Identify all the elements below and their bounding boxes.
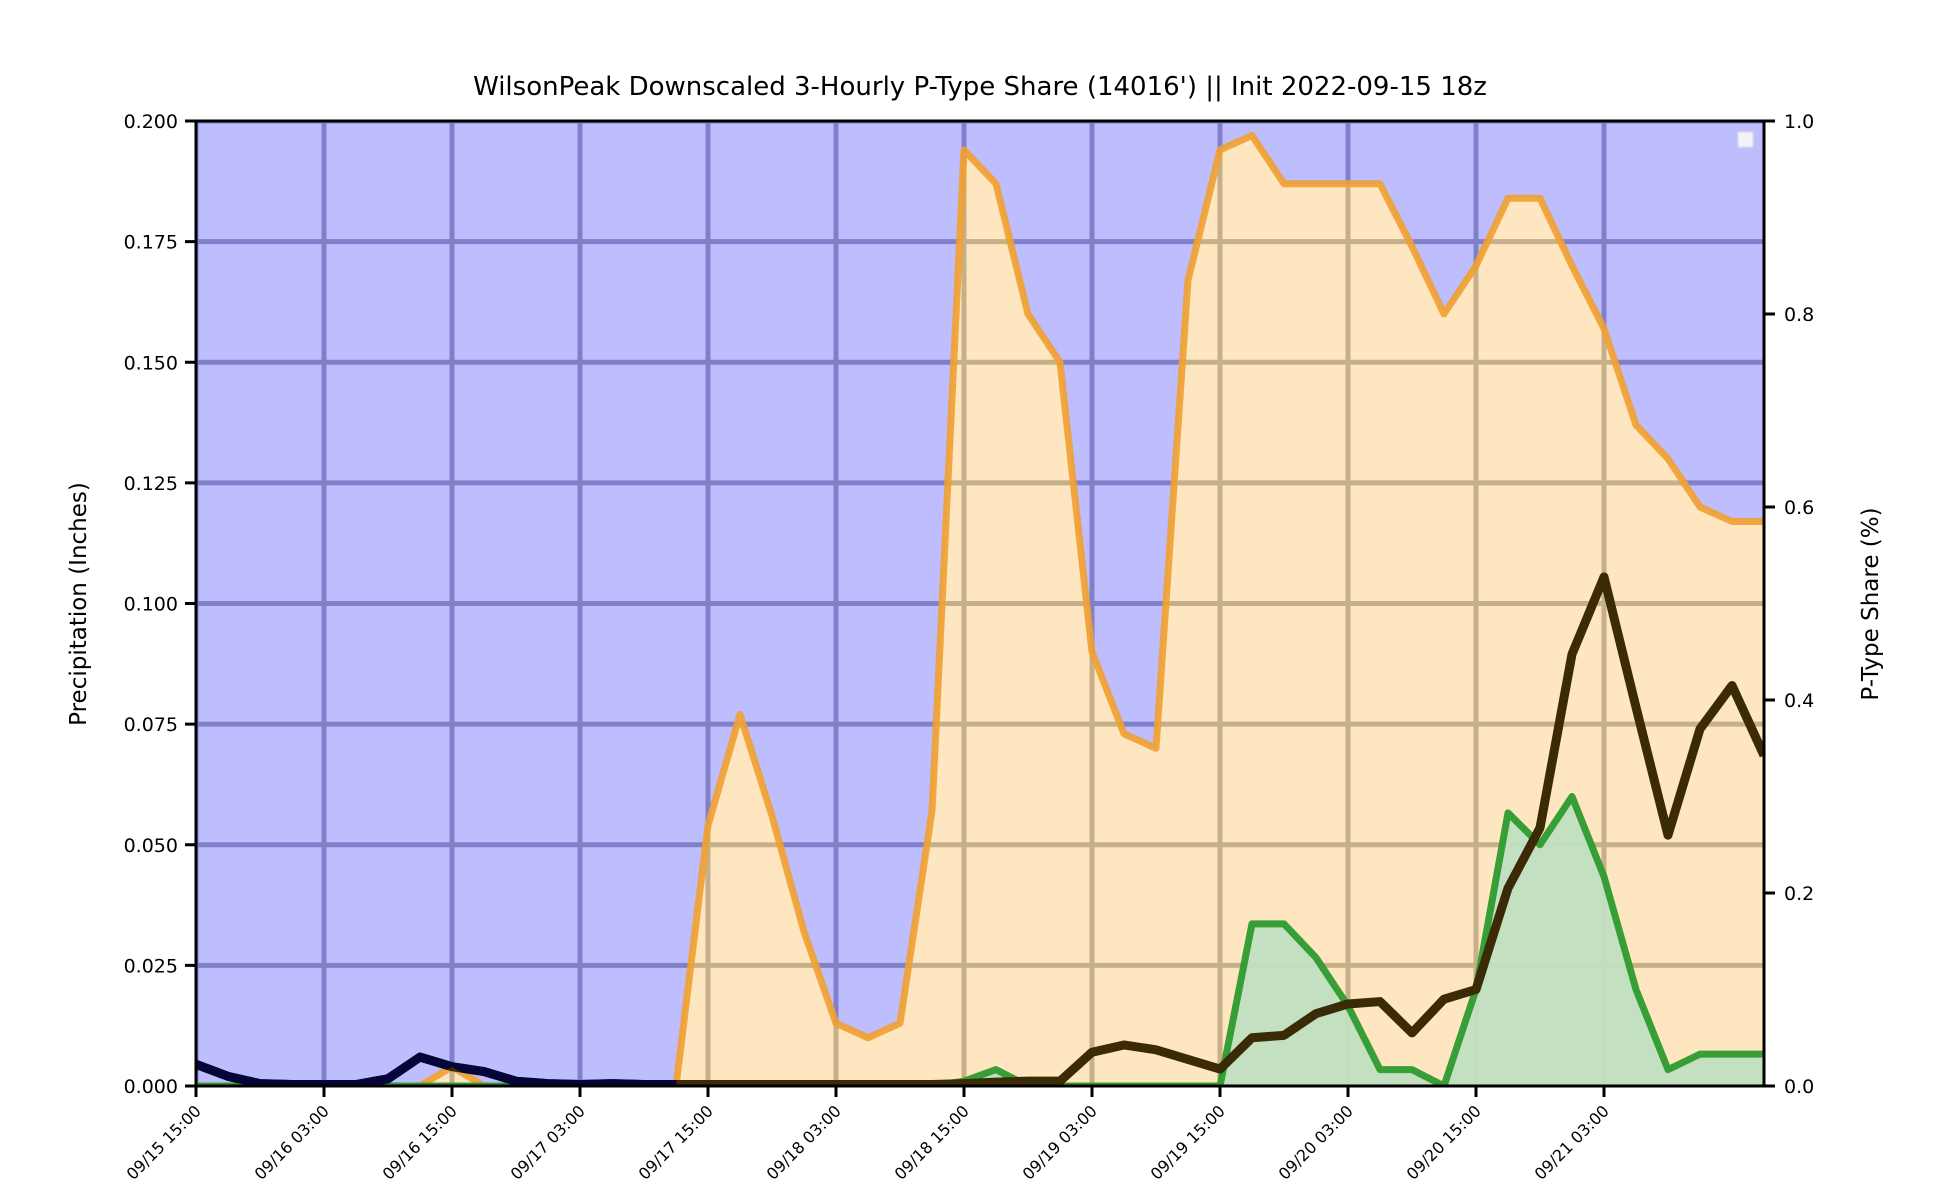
x-tick-label: 09/18 03:00 <box>763 1101 845 1183</box>
x-tick-label: 09/19 15:00 <box>1147 1101 1229 1183</box>
y2-tick-label: 0.0 <box>1784 1076 1814 1098</box>
x-tick-label: 09/18 15:00 <box>891 1101 973 1183</box>
plot-clipped-group <box>196 121 1764 1086</box>
y-tick-label: 0.175 <box>124 232 178 254</box>
legend-box <box>1737 131 1754 148</box>
x-tick-label: 09/17 03:00 <box>507 1101 589 1183</box>
mix-share-area <box>196 796 1764 1086</box>
y-tick-label: 0.025 <box>124 955 178 977</box>
y-axis-label: Precipitation (Inches) <box>66 482 92 726</box>
x-tick-label: 09/15 15:00 <box>123 1101 205 1183</box>
chart-title: WilsonPeak Downscaled 3-Hourly P-Type Sh… <box>473 72 1487 102</box>
rain-share-area <box>196 135 1764 1086</box>
y-tick-label: 0.000 <box>124 1076 178 1098</box>
x-tick-label: 09/16 15:00 <box>379 1101 461 1183</box>
y2-tick-label: 0.6 <box>1784 497 1814 519</box>
plot-area <box>196 121 1764 1086</box>
y-tick-label: 0.200 <box>124 111 178 133</box>
x-tick-label: 09/16 03:00 <box>251 1101 333 1183</box>
y2-tick-label: 0.4 <box>1784 690 1814 712</box>
y-tick-label: 0.100 <box>124 594 178 616</box>
y-tick-label: 0.075 <box>124 714 178 736</box>
x-tick-label: 09/21 03:00 <box>1531 1101 1613 1183</box>
x-tick-label: 09/20 03:00 <box>1275 1101 1357 1183</box>
y-tick-label: 0.125 <box>124 473 178 495</box>
mix-share-line <box>196 793 1764 1086</box>
x-tick-label: 09/17 15:00 <box>635 1101 717 1183</box>
grid <box>196 121 1764 1086</box>
x-tick-label: 09/20 15:00 <box>1403 1101 1485 1183</box>
y2-tick-label: 0.8 <box>1784 304 1814 326</box>
y-tick-label: 0.150 <box>124 352 178 374</box>
y2-tick-label: 0.2 <box>1784 883 1814 905</box>
y2-axis-label: P-Type Share (%) <box>1858 507 1884 700</box>
y2-tick-label: 1.0 <box>1784 111 1814 133</box>
y-tick-label: 0.050 <box>124 835 178 857</box>
x-tick-label: 09/19 03:00 <box>1019 1101 1101 1183</box>
